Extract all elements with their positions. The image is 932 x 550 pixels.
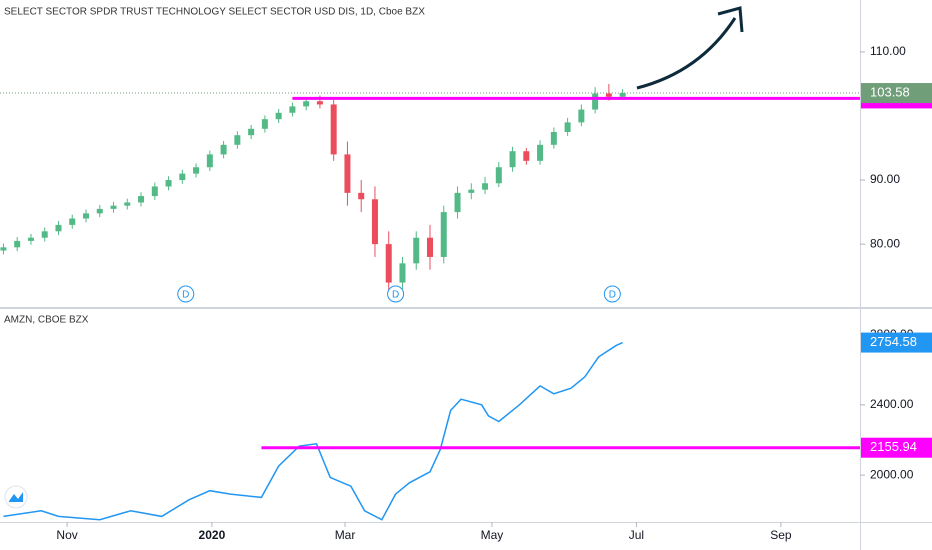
candle-body xyxy=(69,218,76,225)
x-tick-label: Nov xyxy=(56,528,77,542)
chart-title: SELECT SECTOR SPDR TRUST TECHNOLOGY SELE… xyxy=(4,7,425,18)
candle-body xyxy=(83,213,89,219)
candle-body xyxy=(482,183,489,190)
candle-body xyxy=(193,167,200,174)
y-tick-label: 90.00 xyxy=(870,172,900,186)
y-tick-label: 110.00 xyxy=(870,44,906,58)
price-label: 2155.94 xyxy=(870,439,917,454)
x-tick-label: Jul xyxy=(629,528,644,542)
candle-body xyxy=(454,192,461,213)
x-tick-label: May xyxy=(481,528,504,542)
price-label-box xyxy=(861,437,932,458)
candle-body xyxy=(468,189,475,193)
candle-body xyxy=(440,212,447,257)
candle-body xyxy=(138,196,145,203)
x-tick-label: 2020 xyxy=(199,528,226,542)
candle-body xyxy=(509,151,516,168)
dividend-label: D xyxy=(392,290,399,301)
candle-body xyxy=(275,112,282,120)
price-line xyxy=(3,341,623,521)
candle-body xyxy=(427,237,433,257)
candle-body xyxy=(261,119,268,129)
candle-body xyxy=(371,199,378,245)
price-label: 103.58 xyxy=(870,84,910,99)
arrow-head xyxy=(717,6,744,33)
candle-body xyxy=(592,93,599,110)
candle-body xyxy=(234,135,241,145)
candle-body xyxy=(27,237,34,241)
candle-body xyxy=(385,244,392,283)
candle-body xyxy=(220,144,227,155)
candle-body xyxy=(605,93,612,97)
y-tick-label: 80.00 xyxy=(870,236,900,250)
candle-body xyxy=(303,101,310,107)
candle-body xyxy=(165,180,172,187)
candle-body xyxy=(550,131,557,145)
candle-body xyxy=(537,144,544,161)
dividend-marker xyxy=(603,285,621,303)
candle-body xyxy=(0,247,7,251)
price-label: 2754.58 xyxy=(870,334,917,349)
candle-body xyxy=(399,263,406,283)
price-label-box xyxy=(861,83,932,104)
dividend-label: D xyxy=(182,290,189,301)
candle-body xyxy=(495,167,502,184)
dividend-label: D xyxy=(609,290,616,301)
candle-body xyxy=(564,122,571,132)
y-tick-label: 2000.00 xyxy=(870,467,914,481)
candle-body xyxy=(413,237,420,264)
candle-body xyxy=(248,128,255,136)
candle-body xyxy=(151,186,158,197)
candle-body xyxy=(55,224,62,232)
dividend-marker xyxy=(177,285,195,303)
candle-body xyxy=(344,154,351,193)
candle-body xyxy=(124,202,131,206)
x-tick-label: Sep xyxy=(770,528,792,542)
candle-body xyxy=(179,173,186,181)
x-tick-label: Mar xyxy=(335,528,356,542)
candle-body xyxy=(96,208,103,214)
logo[interactable] xyxy=(4,485,28,509)
dividend-marker xyxy=(387,285,405,303)
candle-body xyxy=(14,240,21,248)
price-label-box xyxy=(861,332,932,353)
candle-body xyxy=(619,93,626,97)
candle-body xyxy=(358,192,365,200)
candle-body xyxy=(289,106,296,113)
candle-body xyxy=(206,154,213,168)
candle-body xyxy=(578,109,585,123)
arrow-drawing xyxy=(636,17,737,90)
candle-body xyxy=(316,101,323,105)
y-tick-label: 2400.00 xyxy=(870,397,914,411)
chart-title: AMZN, CBOE BZX xyxy=(4,315,89,326)
candle-body xyxy=(523,151,530,161)
candle-body xyxy=(41,231,48,238)
candle-body xyxy=(330,104,337,155)
candle-body xyxy=(110,205,117,209)
logo-icon[interactable] xyxy=(9,492,23,502)
